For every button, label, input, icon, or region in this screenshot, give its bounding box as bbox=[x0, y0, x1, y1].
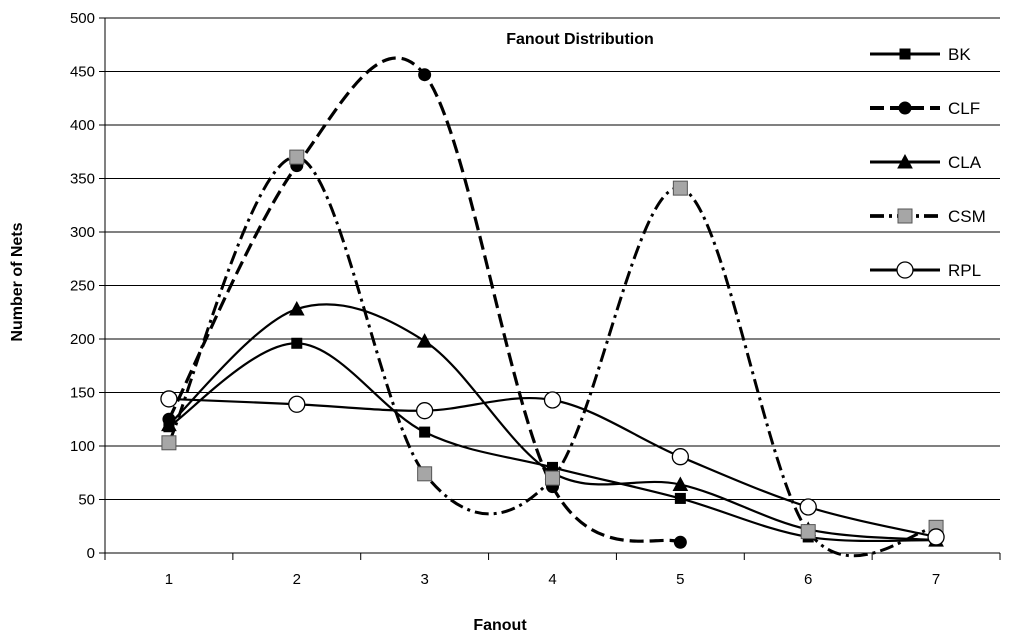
y-axis-title: Number of Nets bbox=[9, 222, 26, 341]
x-axis-title: Fanout bbox=[473, 617, 527, 634]
point-csm-3 bbox=[417, 466, 433, 482]
point-rpl-6 bbox=[799, 498, 817, 516]
y-tick-label: 300 bbox=[70, 224, 95, 241]
legend: BK CLF CLA CSM RPL bbox=[870, 45, 986, 280]
point-csm-1 bbox=[161, 435, 177, 451]
y-tick-label: 0 bbox=[87, 545, 95, 562]
point-rpl-4 bbox=[543, 391, 562, 409]
point-rpl-3 bbox=[415, 402, 434, 420]
point-bk-3 bbox=[419, 426, 431, 438]
legend-label-cla: CLA bbox=[948, 153, 982, 172]
x-tick-label: 5 bbox=[676, 571, 684, 588]
legend-marker-clf bbox=[898, 101, 912, 115]
y-tick-label: 500 bbox=[70, 10, 95, 27]
x-tick-label: 4 bbox=[548, 571, 556, 588]
y-tick-label: 200 bbox=[70, 331, 95, 348]
legend-marker-rpl bbox=[896, 261, 914, 279]
point-cla-2 bbox=[288, 300, 305, 316]
point-cla-1 bbox=[161, 416, 177, 432]
x-tick-label: 1 bbox=[165, 571, 173, 588]
x-tick-label: 2 bbox=[293, 571, 301, 588]
point-rpl-1 bbox=[160, 390, 178, 408]
point-rpl-2 bbox=[288, 395, 306, 413]
series-markers bbox=[160, 68, 945, 549]
legend-marker-csm bbox=[897, 208, 913, 224]
point-clf-5 bbox=[673, 535, 687, 549]
x-tick-labels: 1 2 3 4 5 6 7 bbox=[165, 571, 940, 588]
legend-label-bk: BK bbox=[948, 45, 971, 64]
y-tick-labels: 0 50 100 150 200 250 300 350 400 450 500 bbox=[70, 10, 95, 562]
series-line-csm bbox=[167, 155, 937, 558]
x-tick-label: 6 bbox=[804, 571, 812, 588]
point-csm-2 bbox=[289, 149, 305, 165]
legend-marker-bk bbox=[899, 48, 911, 60]
gridlines bbox=[105, 17, 1000, 500]
point-csm-4 bbox=[545, 470, 560, 486]
point-bk-5 bbox=[674, 492, 686, 504]
legend-label-rpl: RPL bbox=[948, 261, 981, 280]
y-tick-label: 250 bbox=[70, 278, 95, 295]
y-tick-label: 50 bbox=[78, 492, 95, 509]
point-csm-6 bbox=[800, 524, 816, 540]
y-tick-label: 400 bbox=[70, 117, 95, 134]
point-cla-3 bbox=[416, 333, 433, 348]
point-clf-3 bbox=[418, 68, 432, 82]
x-tick-label: 3 bbox=[420, 571, 428, 588]
legend-label-csm: CSM bbox=[948, 207, 986, 226]
series-line-cla bbox=[168, 303, 937, 542]
point-rpl-7 bbox=[927, 528, 945, 546]
y-tick-label: 350 bbox=[70, 171, 95, 188]
legend-marker-cla bbox=[897, 153, 913, 169]
x-tick-label: 7 bbox=[932, 571, 940, 588]
point-bk-2 bbox=[291, 337, 303, 349]
legend-label-clf: CLF bbox=[948, 99, 980, 118]
point-rpl-5 bbox=[671, 448, 690, 466]
y-tick-label: 450 bbox=[70, 64, 95, 81]
point-cla-5 bbox=[672, 476, 689, 492]
point-csm-5 bbox=[672, 180, 688, 196]
y-tick-label: 150 bbox=[70, 385, 95, 402]
chart-title: Fanout Distribution bbox=[506, 31, 654, 48]
y-tick-label: 100 bbox=[70, 438, 95, 455]
axes bbox=[99, 17, 1001, 560]
